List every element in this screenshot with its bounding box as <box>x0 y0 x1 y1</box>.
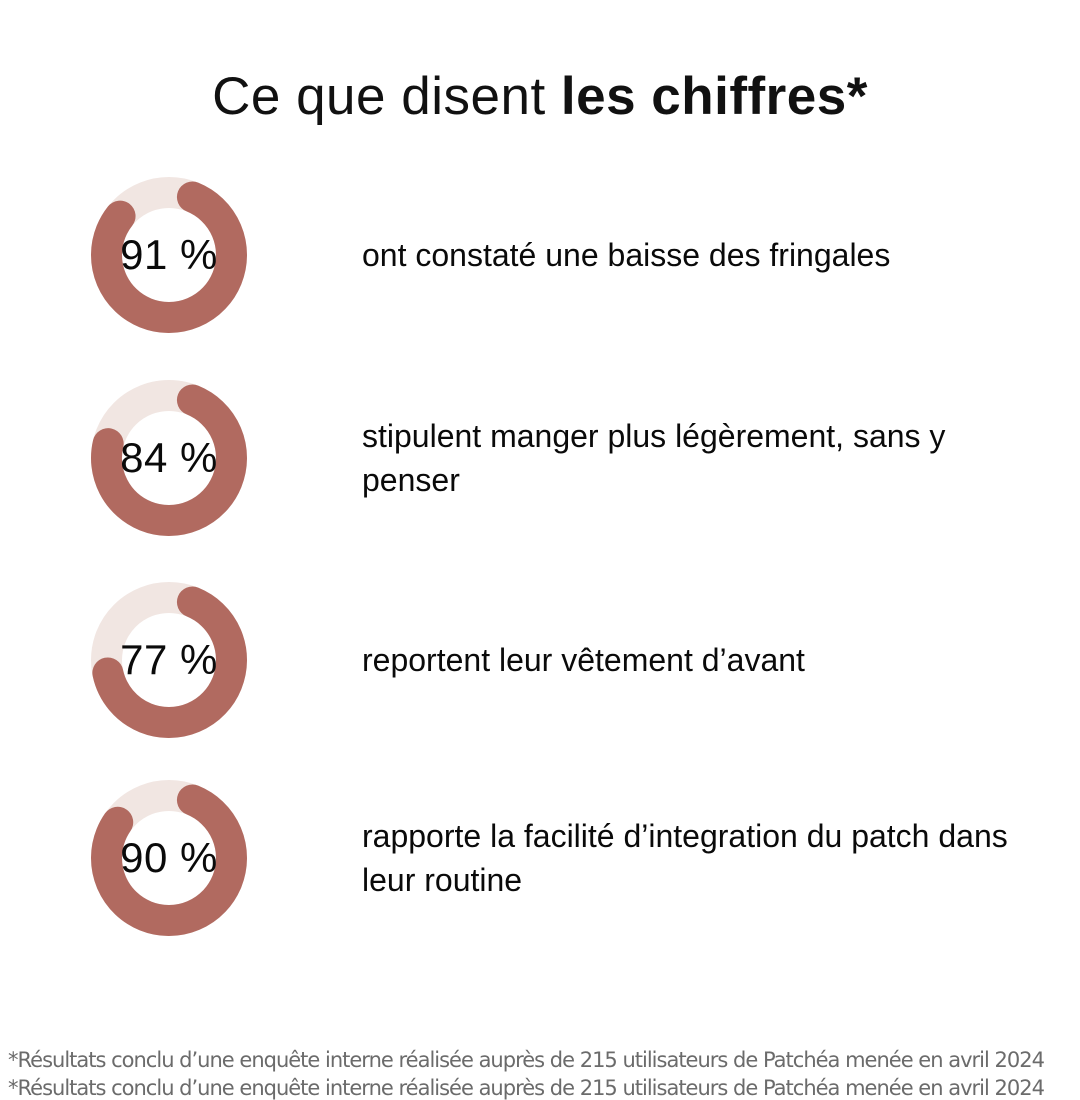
donut-chart-1: 91 % <box>90 176 248 334</box>
donut-ring-icon <box>91 177 247 333</box>
donut-ring-icon <box>91 780 247 936</box>
stat-row: 84 % stipulent manger plus légèrement, s… <box>90 379 1020 537</box>
stat-caption: rapporte la facilité d’integration du pa… <box>362 818 1008 898</box>
donut-percent-label: 91 % <box>120 231 218 278</box>
donut-chart-4: 90 % <box>90 779 248 937</box>
stat-caption: ont constaté une baisse des fringales <box>362 237 891 273</box>
donut-percent-label: 84 % <box>120 434 218 481</box>
page-title-regular: Ce que disent <box>212 67 561 126</box>
page-title-bold: les chiffres* <box>560 67 868 126</box>
stat-row: 77 % reportent leur vêtement d’avant <box>90 581 1020 739</box>
donut-ring-icon <box>91 582 247 738</box>
donut-chart-3: 77 % <box>90 581 248 739</box>
footnote: *Résultats conclu d’une enquête interne … <box>8 1048 1045 1072</box>
page-title: Ce que disent les chiffres* <box>0 66 1080 127</box>
donut-chart-2: 84 % <box>90 379 248 537</box>
donut-percent-label: 77 % <box>120 636 218 683</box>
donut-ring-icon <box>91 380 247 536</box>
stat-caption: reportent leur vêtement d’avant <box>362 642 805 678</box>
stat-row: 90 % rapporte la facilité d’integration … <box>90 779 1020 937</box>
stat-caption: stipulent manger plus légèrement, sans y… <box>362 418 946 498</box>
stat-row: 91 % ont constaté une baisse des fringal… <box>90 176 1020 334</box>
donut-percent-label: 90 % <box>120 834 218 881</box>
